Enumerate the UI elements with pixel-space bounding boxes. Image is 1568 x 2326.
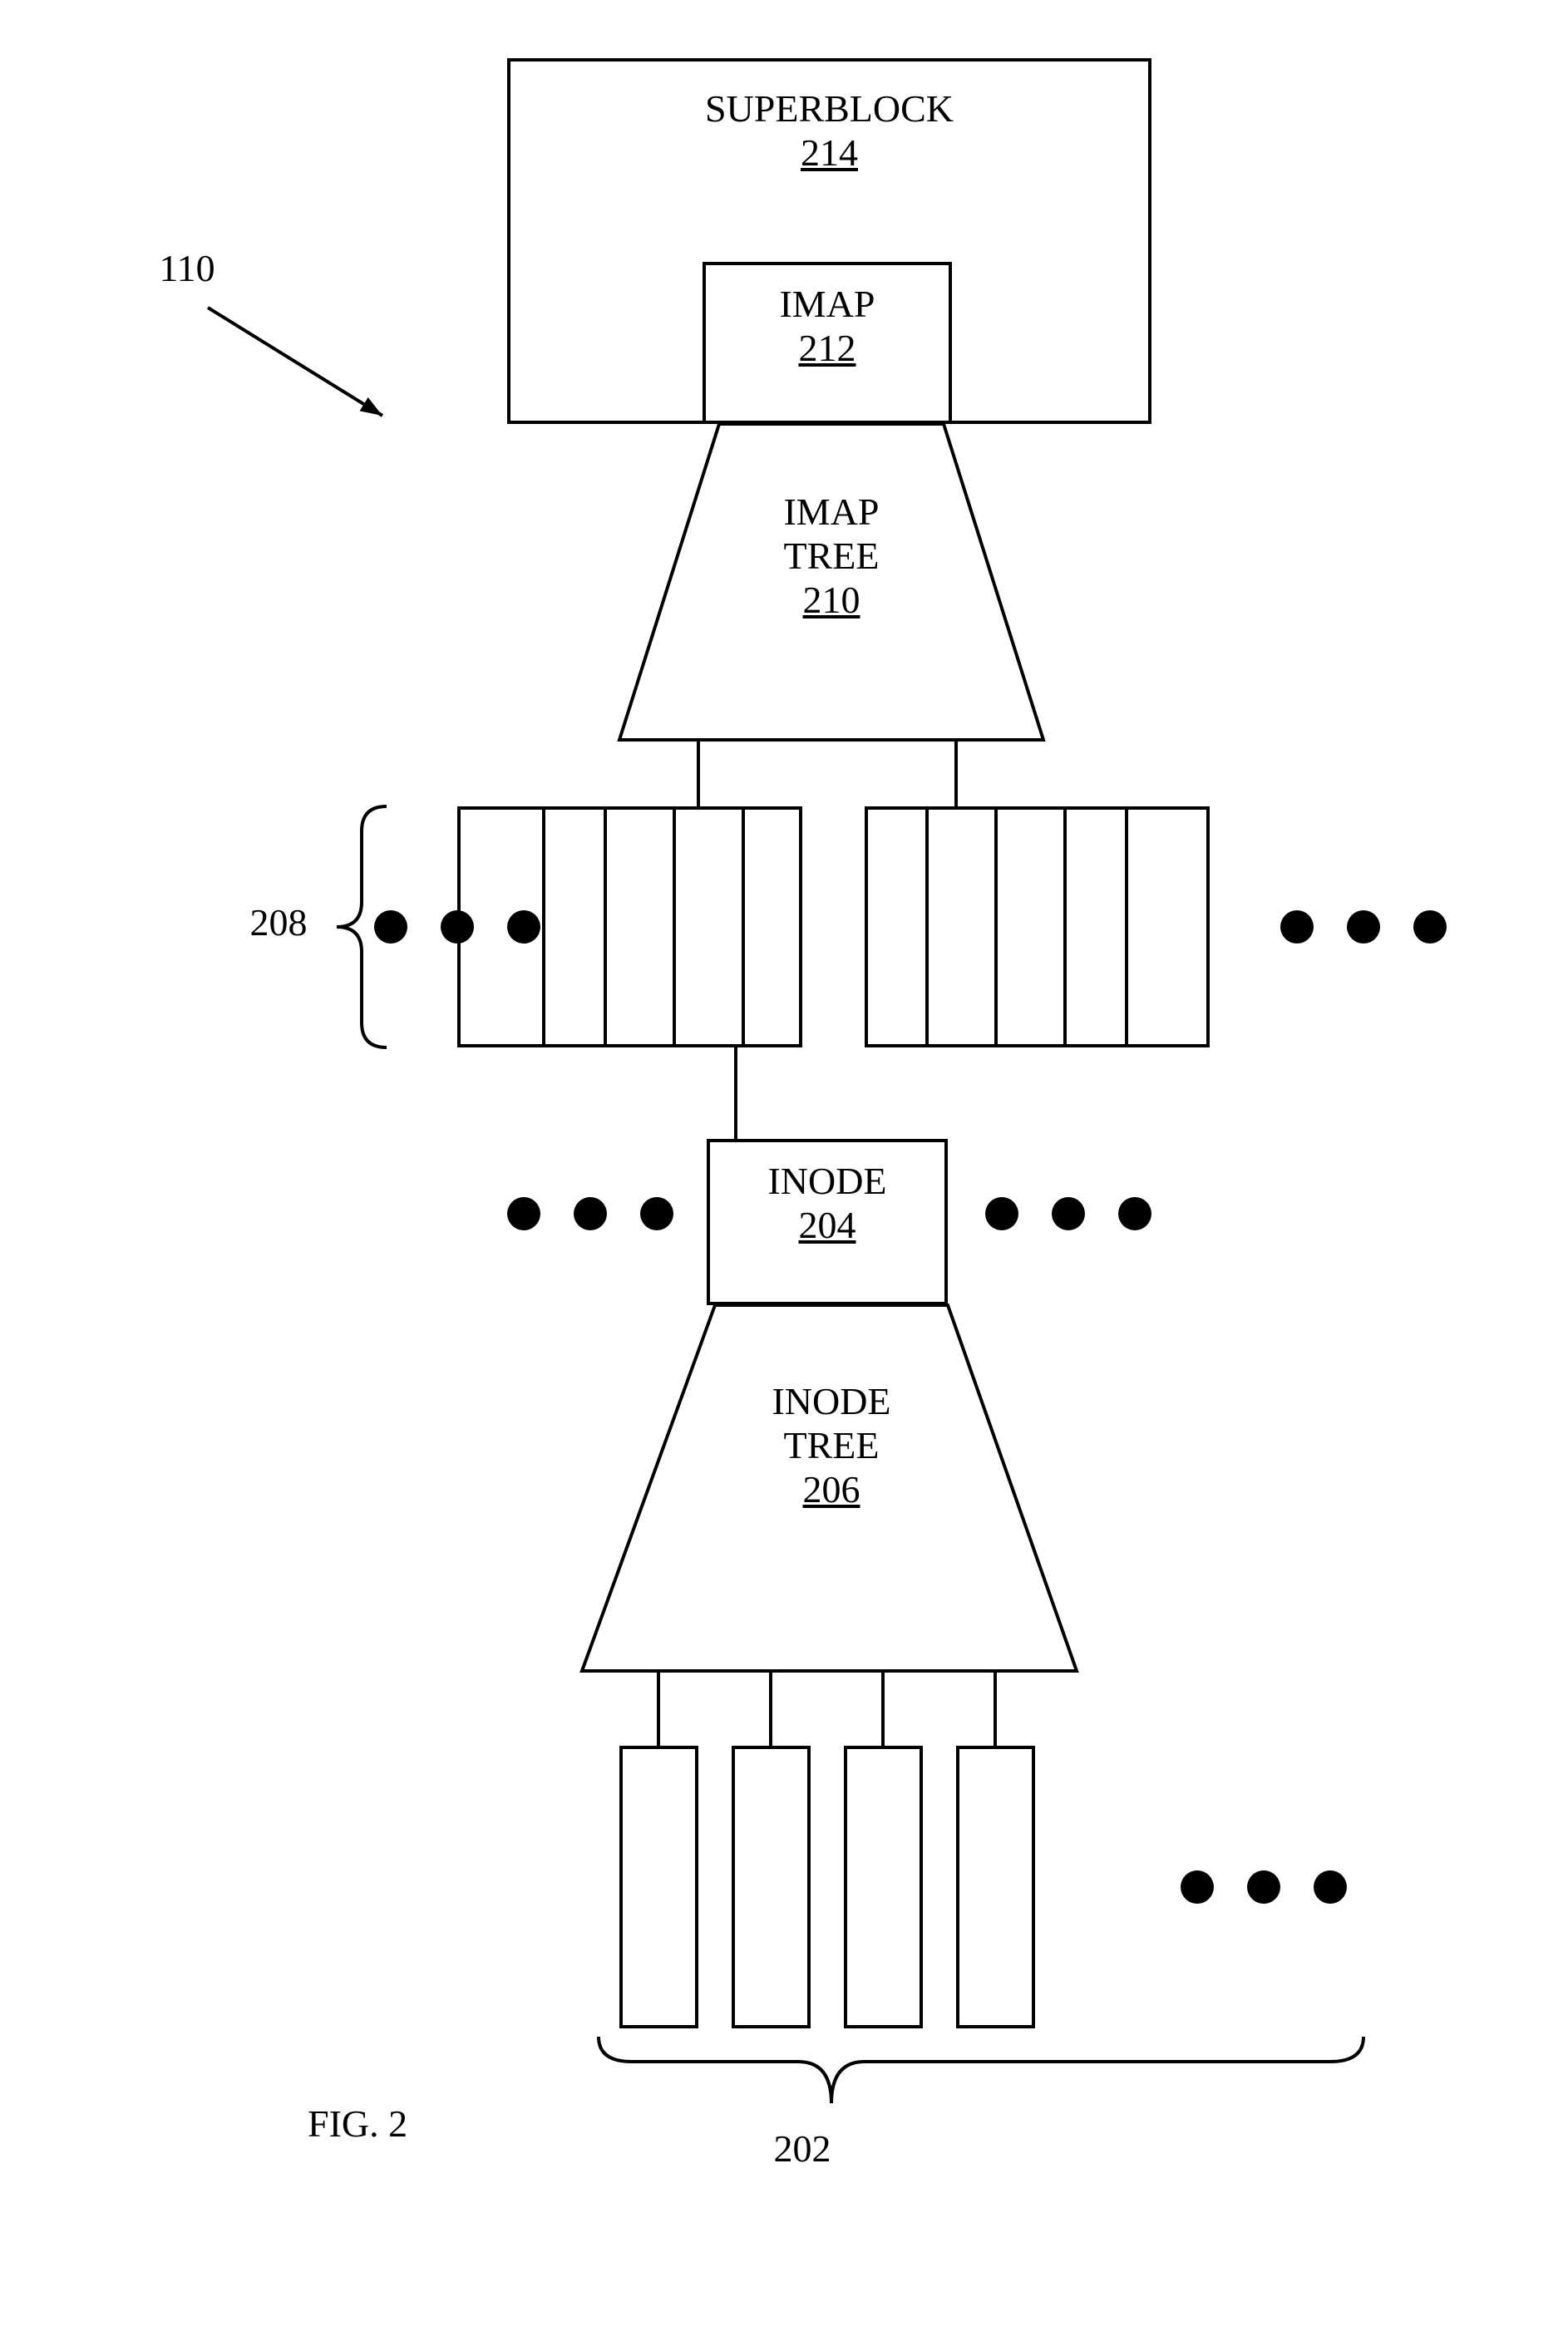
figure-ref: 110: [159, 247, 214, 289]
imap-title: IMAP: [706, 282, 949, 326]
imap-num: 212: [706, 326, 949, 370]
figure-label: FIG. 2: [308, 2102, 407, 2145]
imap-box: IMAP 212: [703, 262, 952, 424]
